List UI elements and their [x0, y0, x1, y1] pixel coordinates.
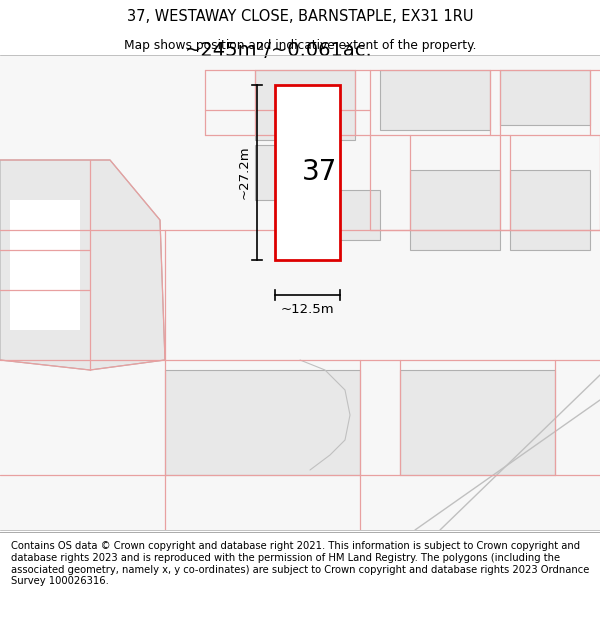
Bar	[255, 145, 315, 200]
Text: ~12.5m: ~12.5m	[281, 303, 334, 316]
Bar	[400, 370, 555, 475]
Text: ~27.2m: ~27.2m	[238, 146, 251, 199]
Bar	[325, 190, 380, 240]
Bar	[255, 70, 355, 140]
Text: Map shows position and indicative extent of the property.: Map shows position and indicative extent…	[124, 39, 476, 52]
Bar	[165, 370, 360, 475]
Bar	[275, 85, 340, 260]
Polygon shape	[0, 160, 165, 370]
Text: 37, WESTAWAY CLOSE, BARNSTAPLE, EX31 1RU: 37, WESTAWAY CLOSE, BARNSTAPLE, EX31 1RU	[127, 9, 473, 24]
Bar	[500, 70, 590, 125]
Bar	[510, 170, 590, 250]
Text: Contains OS data © Crown copyright and database right 2021. This information is : Contains OS data © Crown copyright and d…	[11, 541, 589, 586]
Text: ~245m²/~0.061ac.: ~245m²/~0.061ac.	[185, 41, 373, 59]
Polygon shape	[10, 200, 80, 330]
Text: 37: 37	[302, 159, 337, 186]
Bar	[380, 70, 490, 130]
Bar	[410, 170, 500, 250]
